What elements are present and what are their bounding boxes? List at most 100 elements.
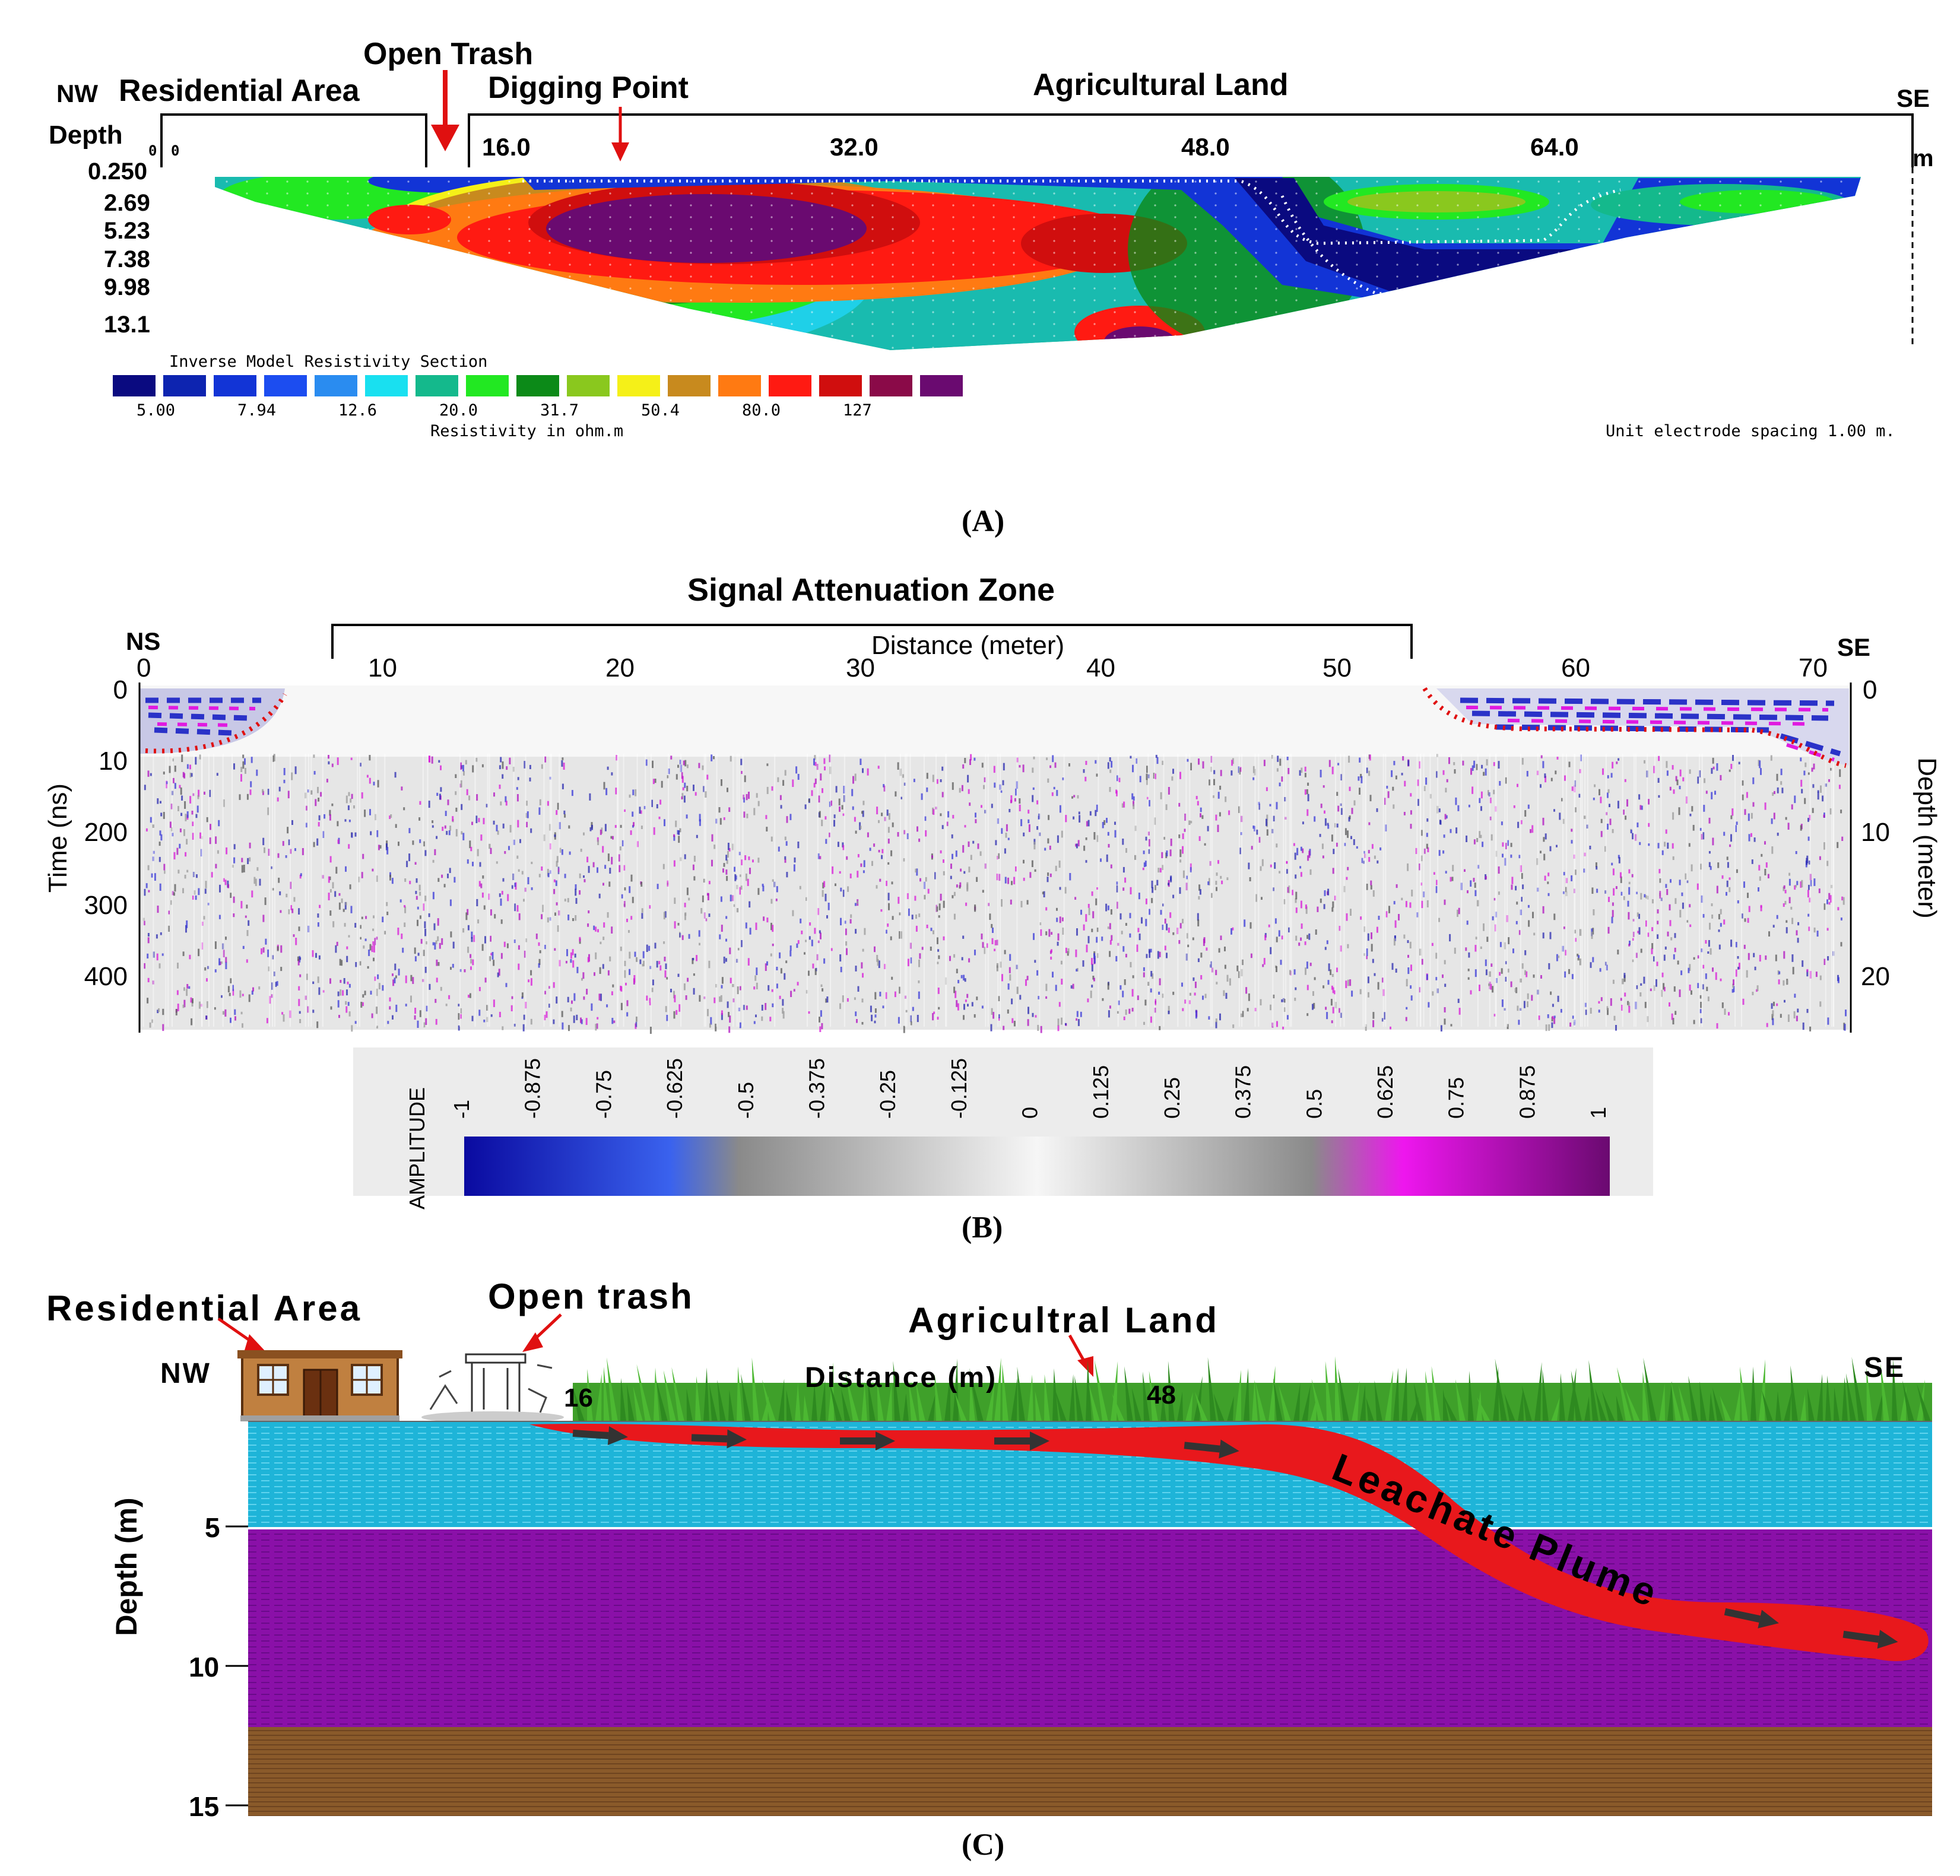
depth-tick-label: 5.23: [104, 218, 150, 244]
amplitude-tick-label: 0.5: [1302, 1089, 1326, 1119]
amplitude-title: AMPLITUDE: [405, 1087, 429, 1210]
tick-16-label: 16: [564, 1383, 593, 1412]
depth-axis-label: Depth (meter): [1913, 757, 1942, 918]
nw-label: NW: [56, 80, 98, 107]
amplitude-tick-label: 0.625: [1373, 1065, 1397, 1119]
legend-title: Inverse Model Resistivity Section: [169, 353, 487, 371]
legend-swatch: [668, 375, 711, 396]
legend-swatch: [113, 375, 156, 396]
depth-ticks: 5 10 15: [189, 1512, 248, 1822]
x-tick-label: 48.0: [1181, 133, 1230, 161]
unit-m-label: m: [1913, 145, 1934, 172]
depth-tick-label: 0.250: [88, 158, 147, 185]
depth-tick-label: 13.1: [104, 312, 150, 338]
time-tick-label: 400: [84, 962, 128, 991]
legend-value: 80.0: [742, 401, 781, 420]
panel-b-label: (B): [962, 1211, 1003, 1245]
open-trash-arrow: [522, 1313, 562, 1352]
depth-axis-label: Depth (m): [110, 1497, 143, 1636]
left-reflector: [139, 688, 285, 754]
legend-swatch: [214, 375, 256, 396]
time-tick-label: 10: [99, 747, 128, 776]
open-trash-arrow: [431, 70, 459, 151]
depth-ticks: 0 10 20: [1861, 675, 1890, 991]
amplitude-tick-label: -0.5: [734, 1082, 758, 1119]
legend-value: 50.4: [641, 401, 680, 420]
time-tick-label: 0: [113, 675, 128, 704]
trash-icon: [421, 1353, 564, 1423]
panel-b: Signal Attenuation Zone NS SE Distance (…: [43, 572, 1942, 1245]
depth-tick-label: 5: [205, 1512, 220, 1543]
legend-swatch: [769, 375, 811, 396]
residential-area-label: Residential Area: [46, 1288, 362, 1328]
amplitude-tick-label: 1: [1586, 1107, 1610, 1119]
residential-area-label: Residential Area: [119, 74, 360, 108]
agricultural-land-label: Agricultral Land: [908, 1300, 1219, 1340]
digging-point-arrow: [611, 107, 629, 161]
legend-swatch: [163, 375, 206, 396]
x-tick-label: 0: [137, 653, 151, 683]
legend-swatch: [315, 375, 357, 396]
legend-swatch: [718, 375, 761, 396]
x-origin-mark: 0: [148, 142, 157, 159]
x-tick-label: 20: [605, 653, 635, 683]
x-axis-ticks: 0 0 0 16.0 32.0 48.0 64.0: [148, 133, 1579, 161]
distance-label: Distance (m): [805, 1362, 997, 1393]
x-origin-mark: 0: [171, 142, 179, 159]
section-dots: [215, 177, 1861, 350]
attenuation-bracket: [331, 624, 1413, 659]
legend-unit-label: Resistivity in ohm.m: [430, 422, 623, 440]
amplitude-tick-label: 0.375: [1231, 1065, 1255, 1119]
anomaly-outline: [522, 179, 1621, 245]
amplitude-tick-label: -0.875: [521, 1058, 545, 1119]
distance-axis-label: Distance (meter): [871, 631, 1064, 660]
amplitude-tick-label: -0.375: [804, 1058, 829, 1119]
amplitude-tick-label: 0.25: [1160, 1077, 1184, 1119]
right-reflector: [1436, 688, 1849, 766]
se-label: SE: [1837, 633, 1870, 661]
legend-value: 20.0: [439, 401, 478, 420]
x-tick-label: 60: [1561, 653, 1590, 683]
amplitude-ticks: -1 -0.875 -0.75 -0.625 -0.5 -0.375 -0.25 -0.125…: [449, 1058, 1610, 1119]
ns-label: NS: [126, 627, 160, 655]
panel-a: NW Residential Area Open Trash Digging P…: [49, 37, 1934, 538]
legend-value: 7.94: [237, 401, 276, 420]
radargram: [139, 685, 1849, 1034]
depth-tick-label: 0: [1863, 675, 1877, 704]
depth-ticks: 0.250 2.69 5.23 7.38 9.98 13.1: [88, 158, 150, 338]
depth-tick-label: 20: [1861, 962, 1890, 991]
time-tick-label: 300: [84, 891, 128, 920]
x-tick-label: 64.0: [1530, 133, 1579, 161]
residential-arrow: [217, 1317, 267, 1353]
amplitude-tick-label: -1: [449, 1100, 474, 1119]
panel-a-label: (A): [962, 504, 1004, 538]
open-trash-label: Open trash: [488, 1277, 694, 1316]
legend-swatch: [819, 375, 862, 396]
grass-strip: [572, 1356, 1932, 1421]
legend-swatch: [416, 375, 458, 396]
agricultural-arrow: [1068, 1334, 1093, 1377]
legend-swatch: [516, 375, 559, 396]
amplitude-gradient-bar: [464, 1137, 1610, 1196]
legend-value: 5.00: [137, 401, 175, 420]
legend-swatch: [870, 375, 912, 396]
depth-tick-label: 2.69: [104, 190, 150, 216]
time-axis-label: Time (ns): [43, 783, 72, 893]
legend-value: 31.7: [540, 401, 579, 420]
x-tick-label: 16.0: [482, 133, 531, 161]
legend-value: 12.6: [338, 401, 377, 420]
legend-value: 127: [843, 401, 872, 420]
time-ticks: 0 10 200 300 400: [84, 675, 128, 991]
se-label: SE: [1864, 1352, 1905, 1383]
time-tick-label: 200: [84, 818, 128, 847]
x-tick-label: 40: [1086, 653, 1115, 683]
leachate-plume: [529, 1423, 1929, 1661]
depth-label: Depth: [49, 120, 123, 150]
agricultural-land-label: Agricultural Land: [1033, 68, 1288, 102]
depth-tick-label: 9.98: [104, 274, 150, 300]
amplitude-tick-label: -0.125: [947, 1058, 971, 1119]
anomaly-outline: [1280, 195, 1532, 296]
panel-c-label: (C): [962, 1828, 1004, 1862]
x-tick-label: 50: [1322, 653, 1352, 683]
